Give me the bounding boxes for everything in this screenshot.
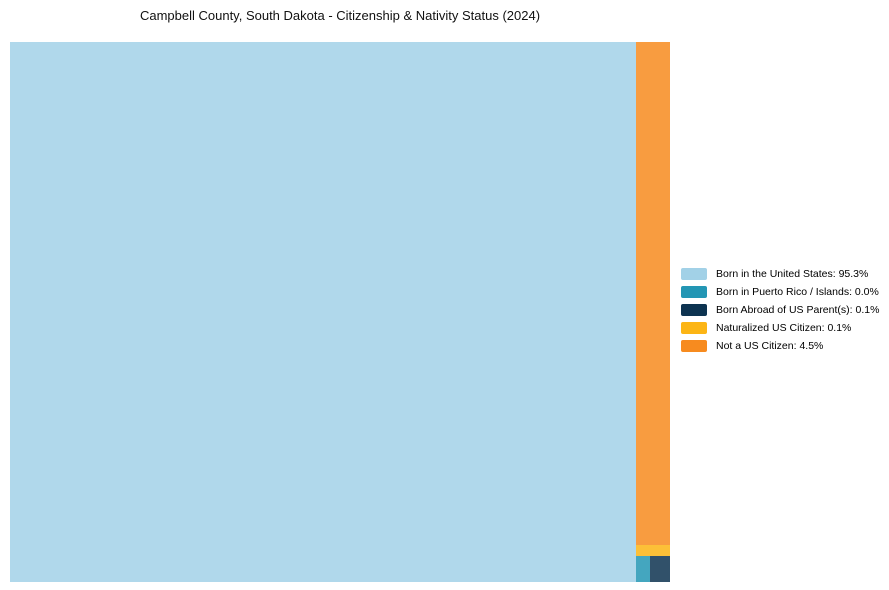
legend-item-naturalized-us-citizen: Naturalized US Citizen: 0.1% xyxy=(681,319,879,337)
legend-item-not-a-us-citizen: Not a US Citizen: 4.5% xyxy=(681,337,879,355)
treemap-plot xyxy=(10,42,670,582)
legend-item-born-abroad-of-us-parents: Born Abroad of US Parent(s): 0.1% xyxy=(681,301,879,319)
treemap-tile-born-abroad-of-us-parents xyxy=(650,556,670,582)
legend-swatch-not-a-us-citizen xyxy=(681,340,707,352)
legend-item-born-in-united-states: Born in the United States: 95.3% xyxy=(681,265,879,283)
legend-item-born-in-puerto-rico-islands: Born in Puerto Rico / Islands: 0.0% xyxy=(681,283,879,301)
legend-label: Born in the United States: 95.3% xyxy=(716,268,869,280)
treemap-tile-not-a-us-citizen xyxy=(636,42,670,545)
legend-swatch-born-in-united-states xyxy=(681,268,707,280)
treemap-tile-born-in-puerto-rico-islands xyxy=(636,556,650,582)
treemap-tile-born-in-united-states xyxy=(10,42,636,582)
treemap-tile-naturalized-us-citizen xyxy=(636,545,670,556)
legend-swatch-born-abroad-of-us-parents xyxy=(681,304,707,316)
legend-label: Naturalized US Citizen: 0.1% xyxy=(716,322,852,334)
legend-label: Not a US Citizen: 4.5% xyxy=(716,340,824,352)
legend: Born in the United States: 95.3% Born in… xyxy=(681,265,879,355)
legend-swatch-born-in-puerto-rico-islands xyxy=(681,286,707,298)
legend-label: Born Abroad of US Parent(s): 0.1% xyxy=(716,304,880,316)
legend-swatch-naturalized-us-citizen xyxy=(681,322,707,334)
legend-label: Born in Puerto Rico / Islands: 0.0% xyxy=(716,286,879,298)
chart-title: Campbell County, South Dakota - Citizens… xyxy=(139,8,541,23)
